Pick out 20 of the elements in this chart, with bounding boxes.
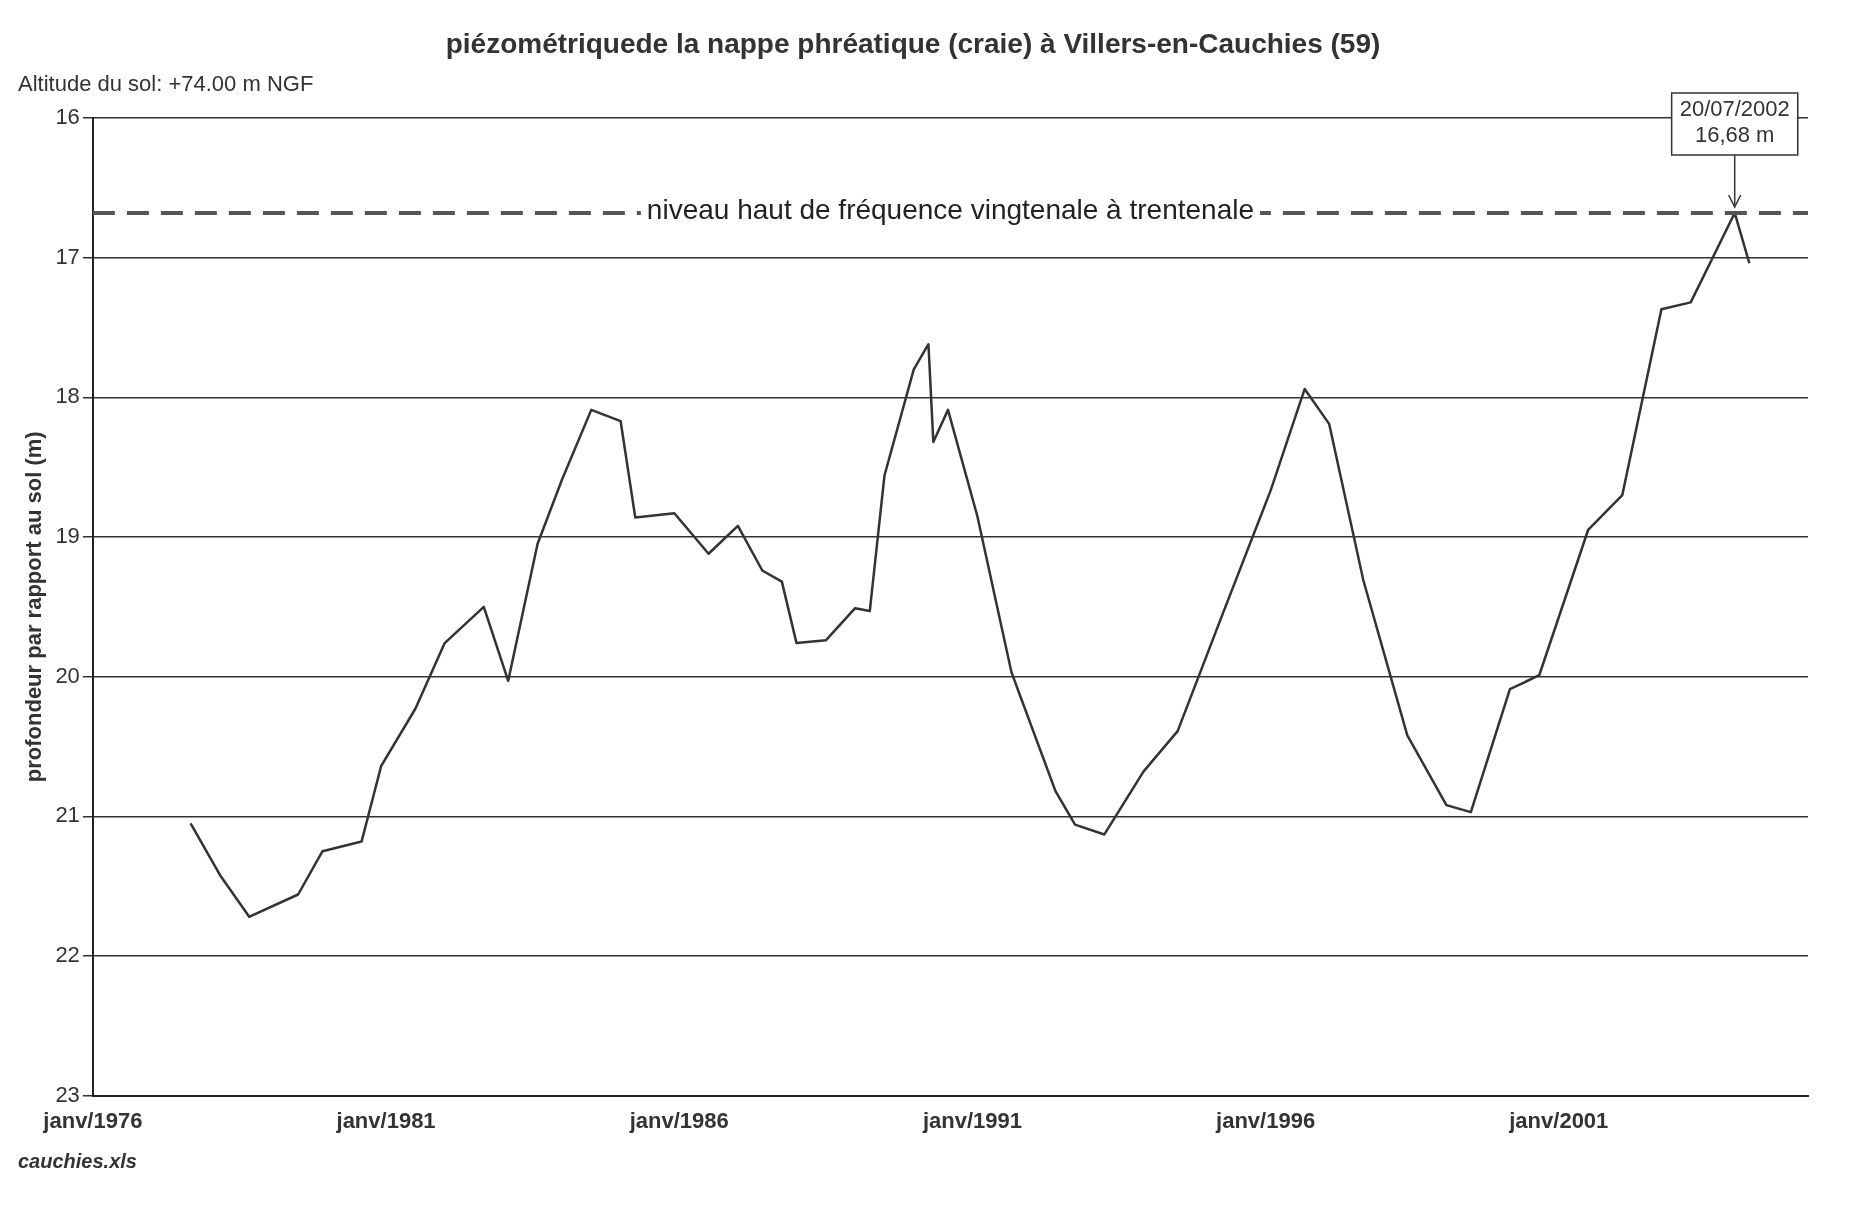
chart-subtitle: Altitude du sol: +74.00 m NGF	[18, 70, 314, 96]
y-tick-label: 21	[55, 802, 80, 828]
y-tick-label: 22	[55, 942, 80, 968]
x-tick-label: janv/1996	[1215, 1107, 1316, 1133]
chart-title: piézométriquede la nappe phréatique (craie) à Villers-en-Cauchies (59)	[445, 27, 1381, 59]
x-tick-label: janv/1981	[335, 1107, 436, 1133]
y-tick-label: 17	[55, 243, 80, 269]
x-tick-label: janv/2001	[1508, 1107, 1609, 1133]
y-tick-label: 16	[55, 104, 80, 130]
annotation: 20/07/2002 16,68 m	[1679, 96, 1790, 148]
y-tick-label: 23	[55, 1081, 80, 1107]
x-tick-label: janv/1976	[42, 1107, 143, 1133]
x-tick-label: janv/1991	[921, 1107, 1022, 1133]
y-tick-label: 18	[55, 383, 80, 409]
y-axis-title: profondeur par rapport au sol (m)	[21, 431, 47, 783]
text: cauchies.xls	[18, 1150, 137, 1172]
ref-line-label: niveau haut de fréquence vingtenale à trentenale	[646, 193, 1255, 225]
y-tick-label: 19	[55, 523, 80, 549]
y-tick-label: 20	[55, 662, 80, 688]
x-tick-label: janv/1986	[628, 1107, 729, 1133]
